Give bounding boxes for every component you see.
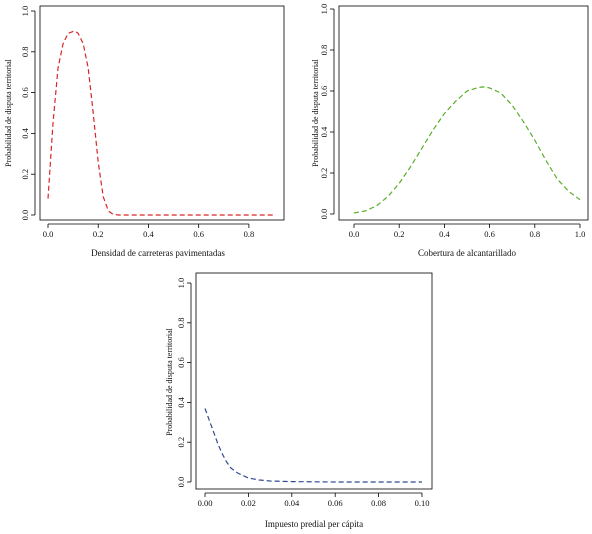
y-tick-label: 0.0 bbox=[20, 210, 30, 221]
x-tick-label: 0.10 bbox=[415, 498, 430, 508]
y-tick-label: 0.6 bbox=[319, 86, 329, 97]
x-tick-label: 0.08 bbox=[371, 498, 386, 508]
y-axis-label: Probabilidad de disputa territorial bbox=[4, 58, 13, 167]
x-tick-label: 0.8 bbox=[244, 229, 255, 239]
x-tick-label: 0.8 bbox=[529, 229, 540, 239]
x-axis-label: Impuesto predial per cápita bbox=[265, 519, 363, 529]
y-tick-label: 0.2 bbox=[20, 169, 30, 180]
y-tick-label: 0.0 bbox=[319, 209, 329, 220]
x-tick-label: 1.0 bbox=[575, 229, 586, 239]
plot-frame bbox=[338, 5, 589, 221]
x-tick-label: 0.2 bbox=[93, 229, 104, 239]
x-tick-label: 0.02 bbox=[241, 498, 256, 508]
y-tick-label: 0.4 bbox=[176, 396, 186, 407]
series-line bbox=[204, 408, 422, 483]
plot-frame bbox=[195, 272, 433, 490]
y-tick-label: 0.8 bbox=[176, 317, 186, 328]
x-tick-label: 0.6 bbox=[484, 229, 495, 239]
y-tick-label: 0.2 bbox=[319, 168, 329, 179]
tick-layer: 0.0 0.2 0.4 0.6 0.8 0.0 0.2 0.4 0.6 0.8 1.0 bbox=[20, 6, 254, 239]
y-axis-label: Probabilidad de disputa territorial bbox=[311, 58, 320, 167]
y-axis-label: Probabilidad de disputa territorial bbox=[165, 327, 174, 436]
y-tick-label: 0.8 bbox=[319, 45, 329, 56]
tick-layer: 0.00 0.02 0.04 0.06 0.08 0.10 0.0 0.2 0.4 0.6 0.8 1… bbox=[176, 278, 429, 508]
x-tick-label: 0.06 bbox=[328, 498, 343, 508]
x-tick-label: 0.0 bbox=[349, 229, 360, 239]
x-tick-label: 0.2 bbox=[394, 229, 405, 239]
y-tick-label: 0.2 bbox=[176, 437, 186, 448]
panel-property-tax: Impuesto predial per cápita Probabilidad… bbox=[165, 272, 433, 529]
y-tick-label: 1.0 bbox=[319, 4, 329, 15]
x-tick-label: 0.04 bbox=[284, 498, 300, 508]
x-tick-label: 0.6 bbox=[193, 229, 204, 239]
x-axis-label: Densidad de carreteras pavimentadas bbox=[91, 248, 225, 258]
series-layer bbox=[47, 30, 274, 216]
panel-road-density: Densidad de carreteras pavimentadas Prob… bbox=[4, 5, 285, 258]
y-tick-label: 0.4 bbox=[319, 126, 329, 137]
x-tick-label: 0.0 bbox=[43, 229, 54, 239]
series-line bbox=[47, 30, 274, 216]
y-tick-label: 0.6 bbox=[176, 357, 186, 368]
y-tick-label: 0.6 bbox=[20, 87, 30, 98]
x-tick-label: 0.4 bbox=[143, 229, 154, 239]
series-layer bbox=[204, 408, 422, 483]
y-tick-label: 1.0 bbox=[20, 6, 30, 17]
x-tick-label: 0.00 bbox=[198, 498, 213, 508]
panel-sewer-coverage: Cobertura de alcantarillado Probabilidad… bbox=[311, 4, 589, 258]
y-tick-label: 0.4 bbox=[20, 127, 30, 138]
x-tick-label: 0.4 bbox=[439, 229, 450, 239]
y-tick-label: 0.0 bbox=[176, 477, 186, 488]
series-line bbox=[353, 86, 581, 214]
y-tick-label: 1.0 bbox=[176, 278, 186, 289]
x-axis-label: Cobertura de alcantarillado bbox=[418, 248, 516, 258]
series-layer bbox=[353, 86, 581, 214]
tick-layer: 0.0 0.2 0.4 0.6 0.8 1.0 0.0 0.2 0.4 0.6 0.8 1.0 bbox=[319, 4, 585, 239]
plot-frame bbox=[39, 5, 285, 221]
y-tick-label: 0.8 bbox=[20, 46, 30, 57]
